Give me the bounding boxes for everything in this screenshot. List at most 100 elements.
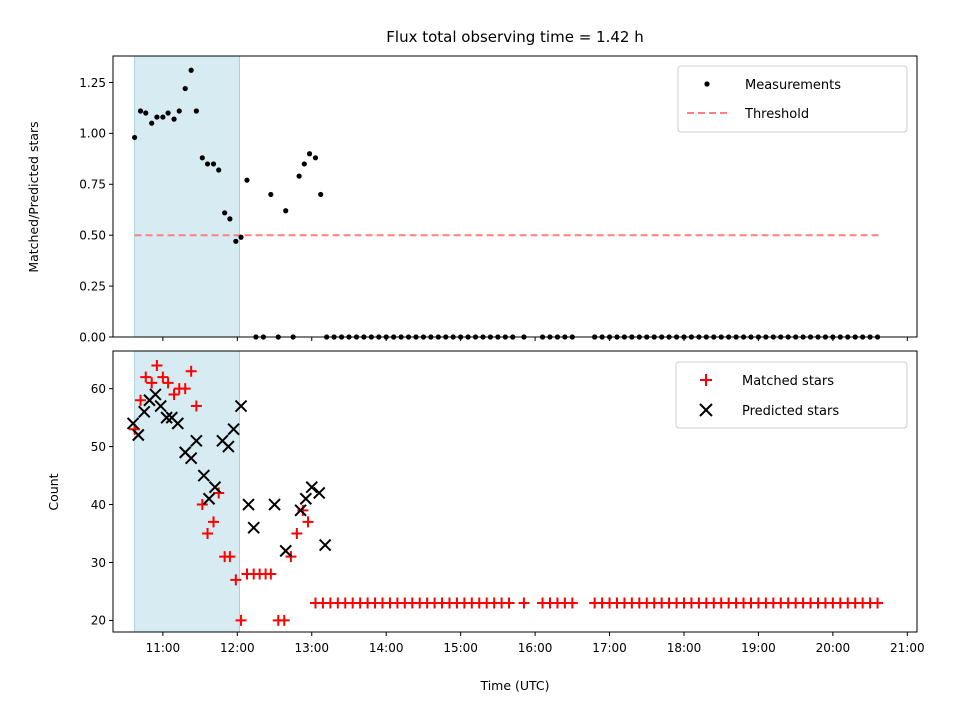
top-legend: Measurements Threshold — [677, 65, 908, 133]
x-tick-label: 12:00 — [220, 641, 255, 655]
bottom-legend-box — [675, 361, 908, 429]
matched-stars-points — [129, 359, 884, 626]
bottom-legend: Matched stars Predicted stars — [675, 361, 908, 429]
top-y-tick-label: 0.50 — [79, 228, 106, 242]
measurement-point — [131, 134, 138, 141]
measurement-point — [176, 108, 182, 114]
measurement-point — [199, 155, 205, 161]
measurement-point — [188, 67, 194, 73]
predicted-stars-points — [126, 388, 332, 558]
top-y-tick-label: 0.00 — [79, 330, 106, 344]
measurement-point — [143, 110, 149, 116]
matched-star-point — [162, 377, 174, 389]
bottom-y-ticks: 20 30 40 50 60 — [91, 382, 113, 628]
matched-star-point — [872, 597, 884, 609]
matched-star-point — [157, 371, 169, 383]
x-tick-label: 16:00 — [518, 641, 553, 655]
measurement-point — [306, 151, 313, 157]
measurement-point — [165, 110, 171, 116]
predicted-star-point — [149, 388, 162, 401]
predicted-star-point — [222, 440, 235, 453]
bottom-panel: 20 30 40 50 60 11:00 12:00 13:00 14:00 15:00 16:0… — [46, 350, 925, 693]
x-tick-label: 14:00 — [369, 641, 404, 655]
matched-star-point — [196, 499, 208, 511]
measurement-point — [149, 120, 155, 126]
legend-matched-marker — [700, 374, 712, 386]
legend-measurements-marker — [704, 81, 710, 87]
legend-threshold-label: Threshold — [744, 107, 809, 122]
matched-star-point — [208, 516, 219, 528]
predicted-star-point — [154, 399, 167, 413]
predicted-star-point — [126, 417, 140, 430]
bottom-y-tick-label: 20 — [91, 614, 106, 628]
matched-star-point — [518, 597, 530, 609]
x-tick-label: 19:00 — [741, 641, 776, 655]
matched-star-point — [566, 597, 578, 609]
predicted-star-point — [242, 498, 255, 511]
matched-star-point — [278, 614, 290, 626]
matched-star-point — [302, 516, 314, 528]
x-tick-label: 13:00 — [294, 641, 329, 655]
predicted-star-point — [171, 417, 184, 430]
x-tick-label: 18:00 — [667, 641, 702, 655]
matched-star-point — [146, 377, 158, 389]
predicted-star-point — [268, 498, 281, 511]
predicted-star-point — [132, 428, 145, 442]
top-y-tick-label: 0.25 — [79, 279, 106, 293]
predicted-star-point — [208, 480, 222, 494]
measurement-point — [160, 114, 166, 120]
matched-star-point — [135, 394, 147, 406]
top-shaded-span — [134, 55, 240, 338]
x-tick-label: 17:00 — [592, 641, 627, 655]
predicted-star-point — [234, 399, 248, 413]
matched-star-point — [503, 597, 515, 609]
measurement-point — [283, 208, 289, 214]
predicted-star-point — [227, 423, 240, 436]
matched-star-point — [235, 614, 247, 626]
measurement-point — [301, 161, 307, 167]
measurement-point — [154, 114, 160, 120]
top-y-tick-label: 1.25 — [79, 76, 106, 90]
x-tick-label: 15:00 — [443, 641, 478, 655]
matched-star-point — [213, 487, 225, 499]
bottom-y-tick-label: 50 — [91, 440, 106, 454]
legend-predicted-label: Predicted stars — [742, 404, 839, 419]
measurement-point — [233, 238, 239, 244]
predicted-star-point — [190, 434, 203, 448]
x-tick-label: 21:00 — [890, 641, 925, 655]
measurement-point — [210, 161, 217, 167]
top-y-axis-label: Matched/Predicted stars — [26, 121, 41, 272]
predicted-star-point — [197, 469, 211, 482]
predicted-star-point — [247, 521, 260, 534]
matched-star-point — [185, 365, 197, 377]
matched-star-point — [265, 568, 277, 580]
x-tick-label: 11:00 — [146, 641, 181, 655]
measurement-point — [182, 85, 188, 92]
matched-star-point — [291, 528, 303, 540]
matched-star-point — [168, 388, 180, 400]
predicted-star-point — [202, 492, 216, 505]
matched-star-point — [230, 574, 242, 586]
measurement-point — [227, 216, 233, 222]
predicted-star-point — [294, 504, 307, 517]
measurement-point — [312, 155, 319, 161]
predicted-star-point — [279, 544, 292, 558]
bottom-y-tick-label: 40 — [91, 498, 106, 512]
matched-star-point — [285, 551, 297, 563]
measurement-point — [296, 173, 302, 179]
matched-star-point — [224, 551, 236, 563]
predicted-star-point — [299, 492, 313, 505]
bottom-x-ticks: 11:00 12:00 13:00 14:00 15:00 16:00 17:00 18:00… — [146, 632, 925, 655]
matched-star-point — [190, 400, 202, 412]
predicted-star-point — [318, 538, 332, 552]
predicted-star-point — [305, 480, 318, 494]
bottom-shaded-span — [134, 350, 240, 633]
matched-star-point — [140, 371, 152, 383]
measurement-point — [216, 167, 222, 173]
predicted-star-point — [138, 405, 151, 419]
measurement-points — [131, 67, 881, 340]
matched-star-point — [297, 504, 309, 516]
measurement-point — [244, 177, 250, 183]
x-axis-label: Time (UTC) — [479, 678, 549, 693]
